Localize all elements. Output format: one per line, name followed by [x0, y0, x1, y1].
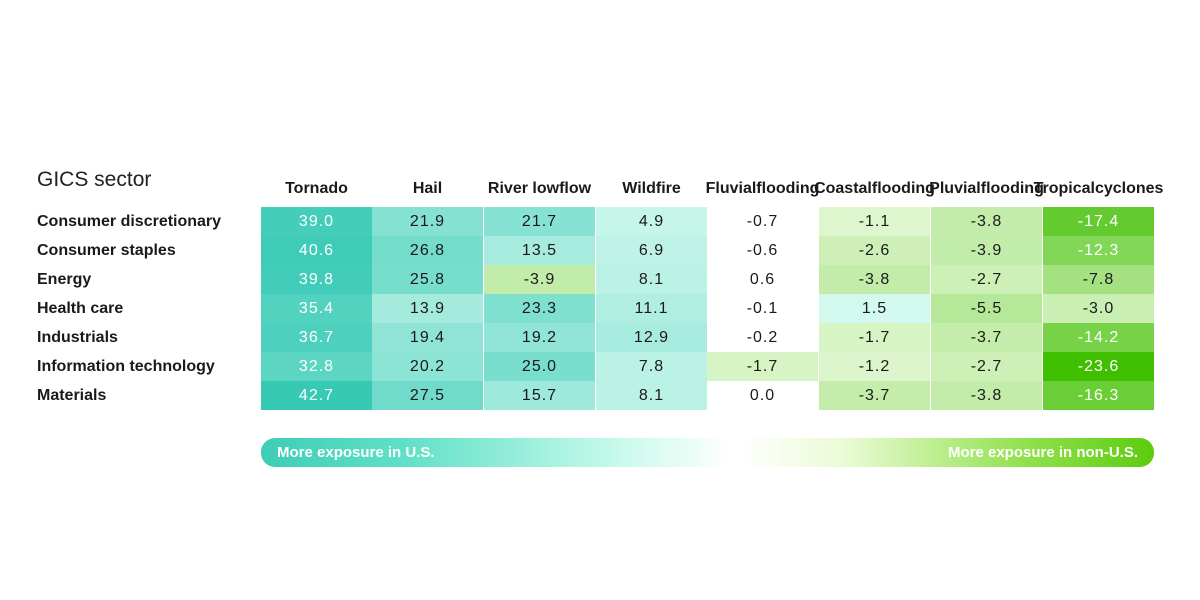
heatmap-cell: 25.8 [372, 265, 483, 294]
heatmap-cell: -0.2 [707, 323, 818, 352]
heatmap-cell: 15.7 [484, 381, 595, 410]
non-us-exposure-label: More exposure in non-U.S. [947, 444, 1138, 461]
heatmap-cell: 26.8 [372, 236, 483, 265]
heatmap-cell: -12.3 [1043, 236, 1154, 265]
heatmap-cell: -0.1 [707, 294, 818, 323]
heatmap-cell: -3.8 [819, 265, 930, 294]
heatmap-cell: 35.4 [261, 294, 372, 323]
heatmap-cell: -1.7 [707, 352, 818, 381]
row-label: Information technology [37, 358, 215, 375]
sector-column-title: GICS sector [37, 168, 152, 191]
heatmap-cell: -23.6 [1043, 352, 1154, 381]
heatmap-cell: -1.1 [819, 207, 930, 236]
row-label: Energy [37, 271, 92, 288]
column-header: Fluvial flooding [705, 158, 820, 198]
heatmap-cell: -3.8 [931, 381, 1042, 410]
heatmap-cell: -5.5 [931, 294, 1042, 323]
row-label: Industrials [37, 329, 118, 346]
heatmap-cell: 7.8 [596, 352, 707, 381]
heatmap-cell: -0.6 [707, 236, 818, 265]
heatmap-cell: 19.4 [372, 323, 483, 352]
heatmap-cell: 20.2 [372, 352, 483, 381]
heatmap-cell: 21.7 [484, 207, 595, 236]
column-header-line: Pluvial [929, 180, 981, 197]
heatmap-cell: -1.2 [819, 352, 930, 381]
column-header: Hail [372, 158, 483, 198]
heatmap-cell: 6.9 [596, 236, 707, 265]
heatmap-cell: 8.1 [596, 265, 707, 294]
heatmap-cell: 0.6 [707, 265, 818, 294]
column-header-line: flooding [871, 180, 935, 197]
row-label: Consumer discretionary [37, 213, 222, 230]
column-header-line: cyclones [1094, 180, 1164, 197]
heatmap-cell: -1.7 [819, 323, 930, 352]
column-header: Pluvial flooding [929, 158, 1044, 198]
heatmap-cell: -3.7 [819, 381, 930, 410]
row-label: Consumer staples [37, 242, 176, 259]
us-exposure-label: More exposure in U.S. [277, 444, 435, 461]
heatmap-cell: 11.1 [596, 294, 707, 323]
column-header: Wildfire [596, 158, 707, 198]
heatmap-cell: 8.1 [596, 381, 707, 410]
heatmap-cell: 1.5 [819, 294, 930, 323]
heatmap-cell: 0.0 [707, 381, 818, 410]
heatmap-cell: -16.3 [1043, 381, 1154, 410]
heatmap-cell: 13.9 [372, 294, 483, 323]
column-header-line: Tornado [285, 180, 348, 197]
heatmap-cell: -17.4 [1043, 207, 1154, 236]
us-exposure-legend: More exposure in U.S. [261, 438, 731, 467]
column-header-line: Hail [412, 180, 443, 197]
row-label: Materials [37, 387, 107, 404]
heatmap-cell: -3.9 [484, 265, 595, 294]
heatmap-cell: 13.5 [484, 236, 595, 265]
column-header-line: Wildfire [622, 180, 681, 197]
heatmap-cell: 27.5 [372, 381, 483, 410]
heatmap-cell: -7.8 [1043, 265, 1154, 294]
heatmap-cell: 21.9 [372, 207, 483, 236]
column-header: Tornado [261, 158, 372, 198]
heatmap-cell: 19.2 [484, 323, 595, 352]
heatmap-cell: 4.9 [596, 207, 707, 236]
heatmap-cell: 39.8 [261, 265, 372, 294]
column-header-line: Fluvial [705, 180, 757, 197]
heatmap-cell: -14.2 [1043, 323, 1154, 352]
column-header-line: River low [487, 180, 560, 197]
heatmap-cell: -2.7 [931, 352, 1042, 381]
column-header-line: flooding [756, 180, 820, 197]
column-header: Coastal flooding [814, 158, 935, 198]
heatmap-cell: 42.7 [261, 381, 372, 410]
heatmap-cell: 36.7 [261, 323, 372, 352]
row-label: Health care [37, 300, 124, 317]
heatmap-cell: 23.3 [484, 294, 595, 323]
non-us-exposure-legend: More exposure in non-U.S. [740, 438, 1154, 467]
heatmap-cell: -2.6 [819, 236, 930, 265]
heatmap-cell: -2.7 [931, 265, 1042, 294]
column-header-line: Coastal [814, 180, 872, 197]
heatmap-cell: -3.8 [931, 207, 1042, 236]
column-header-line: Tropical [1033, 180, 1095, 197]
column-header: River low flow [484, 158, 595, 198]
column-header-line: flow [559, 180, 592, 197]
column-header-line: flooding [980, 180, 1044, 197]
heatmap-cell: 12.9 [596, 323, 707, 352]
heatmap-cell: 39.0 [261, 207, 372, 236]
heatmap-cell: -3.7 [931, 323, 1042, 352]
heatmap-cell: 32.8 [261, 352, 372, 381]
heatmap-cell: 25.0 [484, 352, 595, 381]
column-header: Tropical cyclones [1034, 158, 1164, 198]
heatmap-cell: 40.6 [261, 236, 372, 265]
heatmap-cell: -0.7 [707, 207, 818, 236]
heatmap-cell: -3.9 [931, 236, 1042, 265]
heatmap-cell: -3.0 [1043, 294, 1154, 323]
